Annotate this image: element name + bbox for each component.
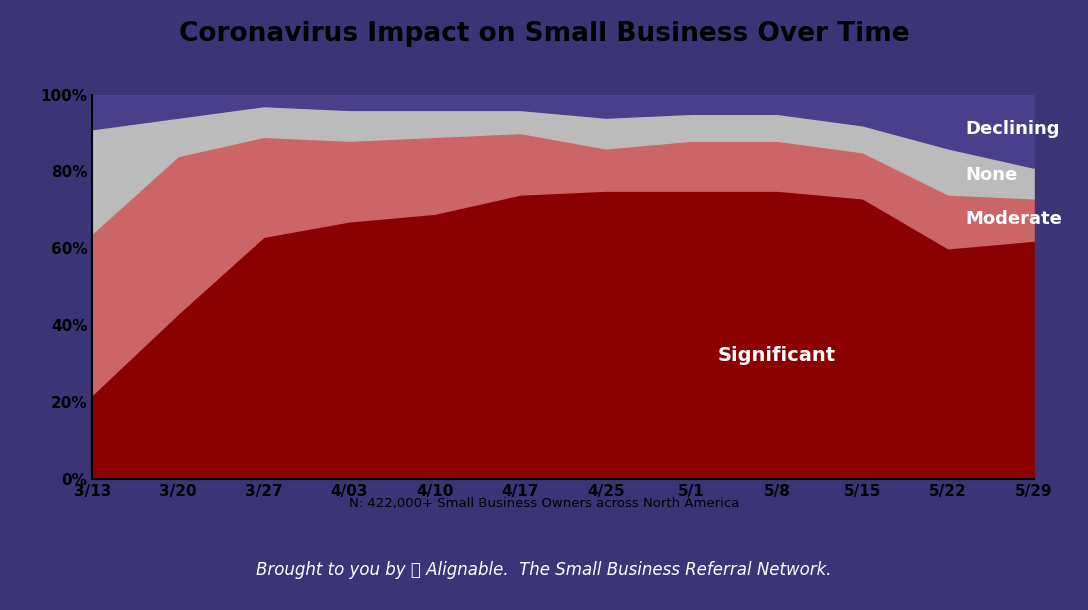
- Text: Declining: Declining: [965, 120, 1060, 138]
- Text: Moderate: Moderate: [965, 210, 1062, 229]
- Text: Brought to you by Ⓢ Alignable.  The Small Business Referral Network.: Brought to you by Ⓢ Alignable. The Small…: [257, 561, 831, 580]
- Text: None: None: [965, 167, 1017, 184]
- Text: Significant: Significant: [718, 346, 836, 365]
- Text: N: 422,000+ Small Business Owners across North America: N: 422,000+ Small Business Owners across…: [349, 497, 739, 510]
- Text: Coronavirus Impact on Small Business Over Time: Coronavirus Impact on Small Business Ove…: [178, 21, 910, 48]
